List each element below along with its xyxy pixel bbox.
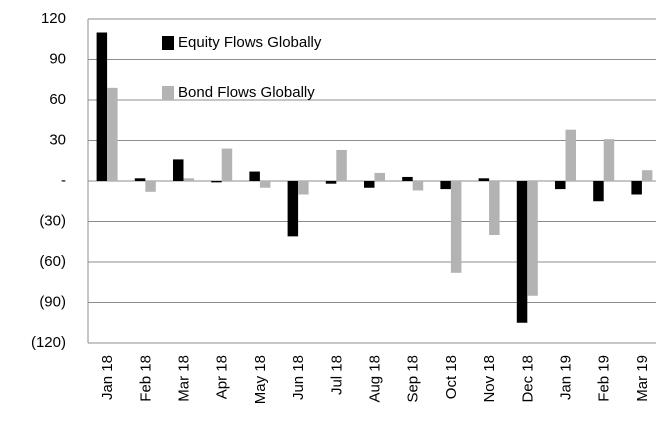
x-tick-label: Mar 18 <box>175 355 192 402</box>
bar <box>374 172 385 181</box>
bar <box>364 181 375 188</box>
x-tick-label: Sep 18 <box>405 355 422 403</box>
x-tick-label: Jan 19 <box>557 355 574 400</box>
x-tick-label: Jan 18 <box>99 355 116 400</box>
x-tick-label: Nov 18 <box>481 355 498 403</box>
x-tick-label: May 18 <box>252 355 269 404</box>
x-tick-label: Feb 19 <box>596 355 613 402</box>
bar <box>527 181 538 296</box>
bar <box>325 181 337 184</box>
y-tick-label: 90 <box>49 50 66 67</box>
legend-swatch <box>162 36 174 50</box>
x-tick-label: Dec 18 <box>519 355 536 403</box>
bar <box>259 181 271 188</box>
bar <box>134 178 146 181</box>
bar <box>107 87 118 181</box>
bar <box>450 181 462 273</box>
y-tick-label: (30) <box>39 212 66 229</box>
y-tick-label: 120 <box>41 10 66 27</box>
bar <box>173 159 184 181</box>
legend-label: Equity Flows Globally <box>178 34 322 51</box>
x-tick-label: Apr 18 <box>214 355 231 399</box>
y-tick-label: (90) <box>39 293 66 310</box>
x-tick-label: Jul 18 <box>328 355 345 395</box>
bar <box>402 176 413 181</box>
bar <box>211 181 222 183</box>
bar <box>565 129 576 181</box>
y-tick-label: (60) <box>39 253 66 270</box>
legend-swatch <box>162 86 174 100</box>
bar <box>478 178 490 181</box>
bar <box>249 171 260 181</box>
x-tick-label: Feb 18 <box>137 355 154 402</box>
y-tick-label: (120) <box>31 334 66 351</box>
bar <box>631 181 642 195</box>
bar <box>183 178 194 181</box>
bar <box>336 149 347 181</box>
y-tick-label: - <box>61 172 66 189</box>
legend-label: Bond Flows Globally <box>178 84 315 101</box>
bar <box>287 181 299 237</box>
x-tick-label: Aug 18 <box>366 355 383 403</box>
bar <box>221 148 233 181</box>
bar <box>516 181 528 323</box>
x-tick-label: Mar 19 <box>634 355 651 402</box>
bar <box>603 139 615 181</box>
bar <box>555 181 566 190</box>
y-tick-label: 60 <box>49 91 66 108</box>
bar <box>489 181 500 235</box>
bar <box>145 181 156 192</box>
bar <box>440 181 451 190</box>
y-tick-label: 30 <box>49 131 66 148</box>
bar <box>412 181 424 191</box>
bar <box>298 181 309 195</box>
bar <box>593 181 604 202</box>
x-tick-label: Jun 18 <box>290 355 307 400</box>
bar <box>641 170 653 181</box>
bar <box>96 32 108 181</box>
x-tick-label: Oct 18 <box>443 355 460 399</box>
